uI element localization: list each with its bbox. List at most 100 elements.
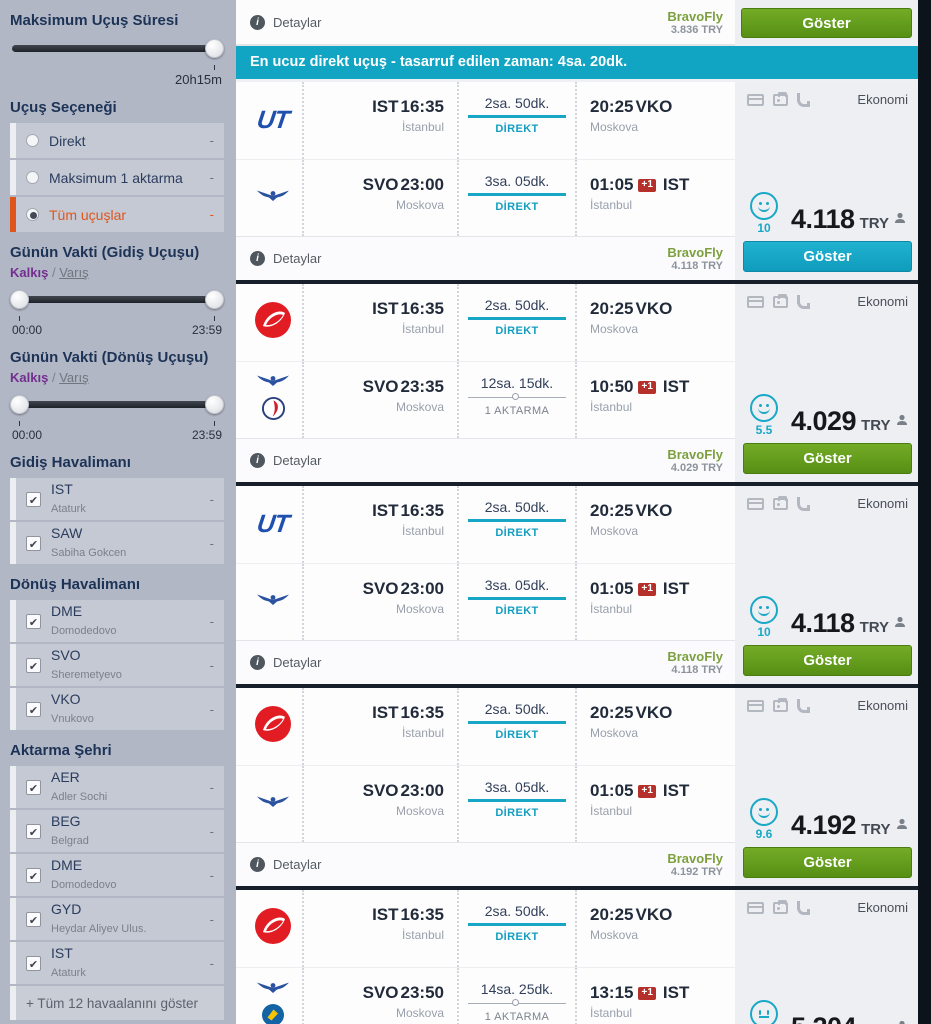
departure-city: Moskova (395, 198, 444, 212)
seat-icon (797, 294, 810, 309)
airport-filter-ist[interactable]: IST Ataturk - (10, 478, 224, 520)
arrival-airport-code: VKO (635, 97, 673, 116)
details-link[interactable]: Detaylar (250, 251, 321, 266)
row-accent (10, 986, 16, 1020)
slider-track[interactable] (12, 401, 222, 408)
details-link[interactable]: Detaylar (250, 655, 321, 670)
transfer-filter-beg[interactable]: BEG Belgrad - (10, 810, 224, 852)
checkbox-checked-icon[interactable] (26, 701, 41, 717)
slider-handle-max[interactable] (205, 290, 224, 309)
transfer-filter-ist[interactable]: IST Ataturk - (10, 942, 224, 984)
departure-block: IST 16:35 İstanbul (302, 284, 457, 361)
row-accent (10, 688, 16, 730)
slider-handle-min[interactable] (10, 290, 29, 309)
slider-handle-max[interactable] (205, 395, 224, 414)
departure-airport-code: SVO (362, 377, 399, 396)
route-line (468, 923, 566, 926)
time-return-slider[interactable] (10, 395, 224, 419)
departure-time: 16:35 (400, 97, 444, 116)
kalkis-link[interactable]: Kalkış (10, 370, 49, 385)
departure-airport-title: Gidiş Havalimanı (10, 454, 131, 471)
checkbox-checked-icon[interactable] (26, 613, 41, 629)
airport-filter-dme[interactable]: DME Domodedovo - (10, 600, 224, 642)
card-price-panel: Ekonomi 10 4.118 TRY Göster (735, 82, 918, 280)
arrival-city: İstanbul (590, 198, 633, 212)
arrival-city: İstanbul (590, 804, 633, 818)
rating-score: 9.6 (755, 827, 773, 841)
airport-filter-saw[interactable]: SAW Sabiha Gokcen - (10, 522, 224, 564)
checkbox-checked-icon[interactable] (26, 491, 41, 507)
time-outbound-title: Günün Vakti (Gidiş Uçuşu) (10, 244, 200, 261)
flight-result-card: IST 16:35 İstanbul 2sa. 50dk. DİREKT 20:2… (236, 688, 918, 886)
transfer-filter-gyd[interactable]: GYD Heydar Aliyev Ulus. - (10, 898, 224, 940)
arrival-city: İstanbul (590, 602, 633, 616)
checkbox-checked-icon[interactable] (26, 867, 41, 883)
max-duration-value: 20h15m (175, 72, 222, 87)
route-line (468, 799, 566, 802)
link-separator: / (51, 265, 56, 280)
airport-count: - (209, 911, 214, 927)
link-separator: / (51, 370, 56, 385)
departure-airport-code: IST (372, 501, 399, 520)
checkbox-checked-icon[interactable] (26, 657, 41, 673)
checkbox-checked-icon[interactable] (26, 535, 41, 551)
provider-name: BravoFly (667, 649, 723, 664)
option-count: - (209, 133, 214, 148)
checkbox-checked-icon[interactable] (26, 823, 41, 839)
show-offer-button[interactable]: Göster (743, 847, 912, 878)
departure-airport-code: IST (372, 905, 399, 924)
details-link[interactable]: Detaylar (250, 857, 321, 872)
show-offer-button[interactable]: Göster (743, 241, 912, 272)
transfer-filter-dme[interactable]: DME Domodedovo - (10, 854, 224, 896)
card-footer: Detaylar BravoFly 4.118 TRY (236, 640, 735, 684)
duration: 3sa. 05dk. (484, 173, 550, 189)
show-offer-button[interactable]: Göster (741, 8, 912, 38)
option-direkt[interactable]: Direkt - (10, 123, 224, 158)
details-link[interactable]: Detaylar (250, 453, 321, 468)
option-max-1-aktarma[interactable]: Maksimum 1 aktarma - (10, 160, 224, 195)
max-duration-slider[interactable] (12, 39, 224, 63)
cabin-class: Ekonomi (857, 496, 908, 511)
airport-name: Domodedovo (51, 879, 117, 891)
arrival-airport-code: IST (662, 377, 690, 396)
flight-leg: SVO 23:00 Moskova 3sa. 05dk. DİREKT 01:05… (236, 765, 735, 842)
slider-handle-min[interactable] (10, 395, 29, 414)
departure-city: İstanbul (401, 928, 444, 942)
departure-time: 16:35 (400, 299, 444, 318)
arrival-airport-code: IST (662, 579, 690, 598)
details-link[interactable]: Detaylar (250, 14, 321, 30)
arrival-block: 01:05 +1 IST İstanbul (575, 766, 735, 842)
person-icon (894, 211, 906, 229)
slider-handle[interactable] (205, 39, 224, 58)
airport-filter-vko[interactable]: VKO Vnukovo - (10, 688, 224, 730)
flight-result-card: UT IST 16:35 İstanbul 2sa. 50dk. DİREKT 2… (236, 82, 918, 280)
time-outbound-slider[interactable] (10, 290, 224, 314)
transfer-filter-aer[interactable]: AER Adler Sochi - (10, 766, 224, 808)
checkbox-checked-icon[interactable] (26, 911, 41, 927)
show-offer-button[interactable]: Göster (743, 645, 912, 676)
amenities (747, 91, 810, 107)
airport-name: Adler Sochi (51, 791, 108, 803)
kalkis-link[interactable]: Kalkış (10, 265, 49, 280)
baggage-icon (773, 697, 788, 712)
checkbox-checked-icon[interactable] (26, 779, 41, 795)
option-tum-ucuslar[interactable]: Tüm uçuşlar - (10, 197, 224, 232)
details-label: Detaylar (273, 251, 322, 266)
currency: TRY (861, 417, 891, 434)
varis-link[interactable]: Varış (59, 265, 89, 280)
legs-container: IST 16:35 İstanbul 2sa. 50dk. DİREKT 20:2… (236, 284, 735, 438)
departure-block: IST 16:35 İstanbul (302, 688, 457, 765)
currency: TRY (859, 215, 890, 232)
price: 5.204 (791, 1012, 857, 1024)
show-all-airports-button[interactable]: + Tüm 12 havaalanını göster (10, 986, 224, 1020)
winged-emblem-logo (256, 795, 290, 814)
varis-link[interactable]: Varış (59, 370, 89, 385)
checkbox-checked-icon[interactable] (26, 955, 41, 971)
slider-track[interactable] (12, 296, 222, 303)
show-offer-button[interactable]: Göster (743, 443, 912, 474)
flight-result-card: IST 16:35 İstanbul 2sa. 50dk. DİREKT 20:2… (236, 890, 918, 1024)
currency: TRY (861, 821, 891, 838)
slider-track[interactable] (12, 45, 222, 52)
departure-time: 16:35 (400, 703, 444, 722)
airport-filter-svo[interactable]: SVO Sheremetyevo - (10, 644, 224, 686)
